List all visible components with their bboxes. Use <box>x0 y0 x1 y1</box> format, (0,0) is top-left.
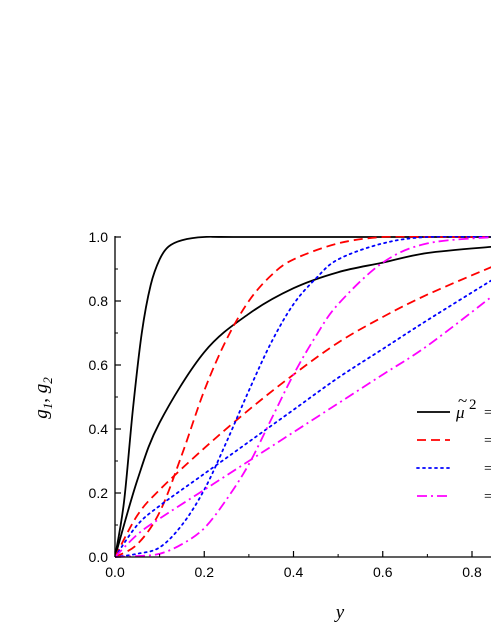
series-line-dashdot-g1 <box>115 236 491 558</box>
legend-entry-label: = <box>484 461 491 477</box>
legend-symbol-accent: ~ <box>458 391 467 410</box>
legend-entry-label: = <box>484 433 491 449</box>
y-tick-label: 1.0 <box>89 229 109 245</box>
y-tick-label: 0.4 <box>89 421 109 437</box>
series-line-dashed-g1 <box>115 236 491 558</box>
legend-symbol: μ <box>455 403 465 422</box>
axis-titles: y g1, g2 <box>31 377 345 623</box>
y-tick-label: 0.8 <box>89 293 109 309</box>
y-axis-title: g1, g2 <box>31 377 55 419</box>
y-axis-title-g1: g <box>31 409 52 419</box>
ticks: 0.0 0.2 0.4 0.6 0.8 0.0 0.2 0.4 0.6 0.8 1.0 <box>89 229 482 580</box>
series-line-dotted-g1 <box>115 236 491 558</box>
legend-entry-label: = <box>484 489 491 505</box>
x-tick-label: 0.8 <box>462 564 482 580</box>
x-axis-title: y <box>334 602 345 623</box>
legend-symbol-power: 2 <box>469 397 477 413</box>
y-tick-label: 0.2 <box>89 485 109 501</box>
y-tick-label: 0.0 <box>89 549 109 565</box>
x-tick-label: 0.2 <box>195 564 215 580</box>
legend-entry-label: = <box>484 405 491 421</box>
y-axis-sub-2: 2 <box>40 377 55 384</box>
x-tick-label: 0.4 <box>284 564 304 580</box>
legend: = = = = μ~ 2 <box>416 391 491 505</box>
series-layer <box>115 236 491 558</box>
x-tick-label: 0.0 <box>105 564 125 580</box>
series-line-solid-g2 <box>115 245 491 558</box>
series-line-dotted-g2 <box>115 279 491 558</box>
x-tick-label: 0.6 <box>373 564 393 580</box>
series-line-solid-g1 <box>115 236 491 558</box>
series-line-dashdot-g2 <box>115 296 491 558</box>
y-tick-label: 0.6 <box>89 357 109 373</box>
series-line-dashed-g2 <box>115 266 491 558</box>
svg-text:g1, g2: g1, g2 <box>31 377 55 419</box>
y-axis-sub-1: 1 <box>40 403 55 410</box>
y-axis-title-g2: g <box>31 384 52 394</box>
